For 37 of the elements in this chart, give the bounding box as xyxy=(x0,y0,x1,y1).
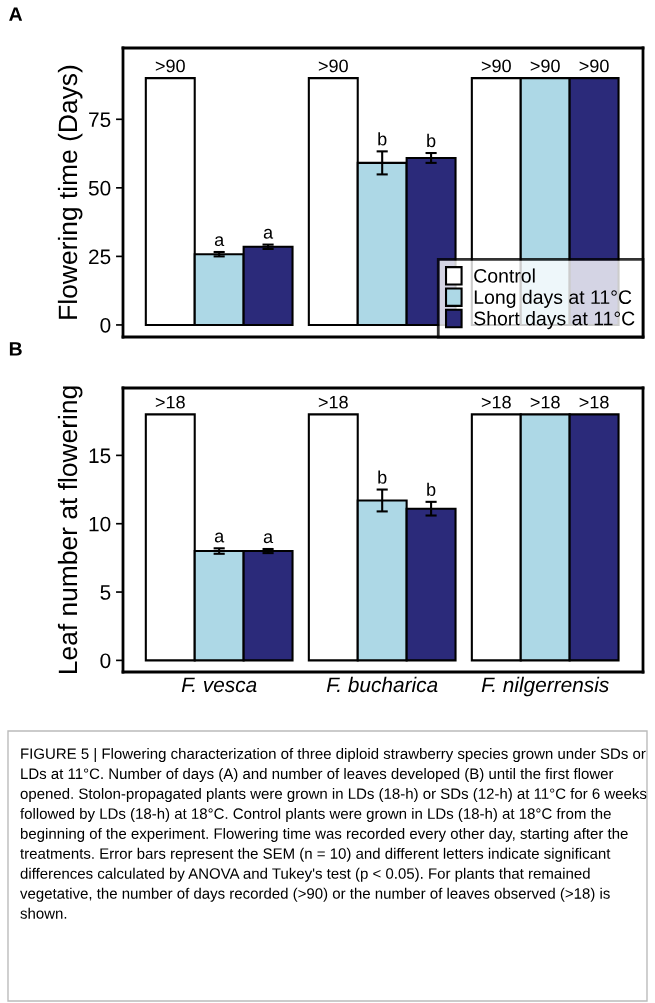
y-tick-label: 25 xyxy=(89,249,111,265)
data-label: >18 xyxy=(579,395,609,409)
x-tick-label: F. nilgerrensis xyxy=(481,676,609,697)
chart-title: B xyxy=(9,342,22,356)
y-tick-label: 0 xyxy=(100,653,111,669)
y-tick-label: 10 xyxy=(89,516,111,532)
legend-label: Short days at 11°C xyxy=(474,311,635,330)
data-label: >90 xyxy=(530,59,560,73)
y-axis-title: Flowering time (Days) xyxy=(57,65,83,319)
y-tick-label: 5 xyxy=(100,585,111,600)
data-label: b xyxy=(427,482,436,497)
y-tick-label: 75 xyxy=(89,112,111,128)
data-label: >18 xyxy=(318,395,348,409)
x-tick-label: F. vesca xyxy=(181,677,257,693)
data-label: b xyxy=(378,132,387,146)
data-label: >90 xyxy=(155,59,185,73)
data-label: >90 xyxy=(318,59,348,73)
text: FIGURE 5 | Flowering characterization of three diploid strawberry species grown under SDs or LDs at 11°C. Number of days (A) and number of leaves developed (B) until the first flower opened. Stolon-propagated plants were grown in LDs (18-h) or SDs (12-h) at 11°C for 6 weeks followed by LDs (18-h) at 18°C. Control plants were grown in LDs (18-h) at 18°C from the beginning of the experiment. Flowering time was recorded every other day, starting after the treatments. Error bars represent the SEM (n = 10) and different letters indicate significant differences calculated by ANOVA and Tukey's test (p < 0.05). For plants that remained vegetative, the number of days recorded (>90) or the number of leaves observed (>18) is shown. xyxy=(20,748,647,919)
y-tick-label: 15 xyxy=(89,448,111,464)
data-label: a xyxy=(263,533,274,544)
x-tick-label: F. bucharica xyxy=(326,676,438,693)
data-label: b xyxy=(378,470,387,484)
data-label: a xyxy=(214,236,225,247)
data-label: >90 xyxy=(481,59,511,73)
y-tick-label: 50 xyxy=(88,180,111,196)
data-label: a xyxy=(263,228,274,239)
data-label: b xyxy=(427,133,436,148)
data-label: a xyxy=(214,532,225,543)
y-tick-label: 0 xyxy=(100,317,111,333)
data-label: >90 xyxy=(579,59,609,73)
data-label: >18 xyxy=(481,395,511,409)
data-label: >18 xyxy=(530,395,560,409)
legend-label: Long days at 11°C xyxy=(474,289,632,308)
y-axis-title: Leaf number at flowering xyxy=(57,386,83,674)
chart-title: A xyxy=(9,7,23,21)
data-label: >18 xyxy=(155,395,185,409)
legend-label: Control xyxy=(474,268,535,283)
